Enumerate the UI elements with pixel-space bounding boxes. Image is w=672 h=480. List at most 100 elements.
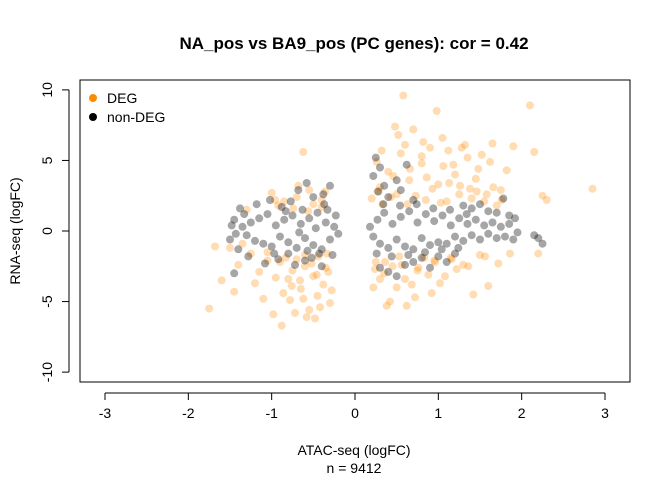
data-point xyxy=(488,139,497,148)
data-point xyxy=(380,181,389,190)
data-point xyxy=(302,313,311,322)
data-point xyxy=(434,252,443,261)
data-point xyxy=(255,214,264,223)
data-point xyxy=(205,304,214,313)
data-point xyxy=(476,200,484,209)
data-point xyxy=(442,239,451,248)
data-point xyxy=(409,196,418,204)
plot-box xyxy=(79,79,631,383)
data-point xyxy=(369,283,378,292)
data-point xyxy=(277,321,286,330)
data-point xyxy=(259,239,268,248)
data-point xyxy=(411,191,420,200)
data-point xyxy=(427,289,436,298)
data-point xyxy=(279,289,288,298)
data-point xyxy=(309,272,318,281)
data-point xyxy=(492,201,501,210)
data-point xyxy=(246,218,255,227)
data-point xyxy=(271,273,280,282)
data-point xyxy=(298,205,307,214)
data-point xyxy=(372,157,381,166)
data-point xyxy=(295,228,304,237)
data-point xyxy=(244,252,253,261)
data-point xyxy=(461,140,469,149)
data-point xyxy=(467,231,476,240)
data-point xyxy=(455,214,464,223)
data-point xyxy=(296,276,304,285)
data-point xyxy=(463,219,472,228)
data-point xyxy=(492,208,501,217)
data-point xyxy=(286,197,295,206)
data-point xyxy=(387,252,396,261)
data-point xyxy=(426,241,434,250)
data-point xyxy=(270,249,279,258)
data-point xyxy=(506,249,514,258)
data-point xyxy=(437,245,446,254)
data-point xyxy=(266,196,274,204)
data-point xyxy=(449,160,458,169)
data-point xyxy=(426,263,434,272)
data-point xyxy=(321,218,330,227)
x-tick-label: -2 xyxy=(182,405,195,421)
data-point xyxy=(401,242,409,251)
data-point xyxy=(399,91,408,100)
data-point xyxy=(406,164,414,173)
data-point xyxy=(481,252,489,261)
data-point xyxy=(376,263,384,272)
x-tick-label: 0 xyxy=(351,405,359,421)
data-point xyxy=(317,196,326,204)
data-point xyxy=(505,219,514,228)
y-tick-label: 10 xyxy=(39,82,55,98)
data-point xyxy=(441,272,449,281)
data-point xyxy=(299,294,308,303)
data-point xyxy=(292,243,301,252)
data-point xyxy=(267,188,276,197)
data-point xyxy=(307,253,316,262)
data-point xyxy=(428,184,437,193)
data-point xyxy=(424,270,433,279)
series-non-deg xyxy=(226,153,547,281)
data-point xyxy=(442,197,451,206)
data-point xyxy=(542,196,551,204)
data-point xyxy=(497,196,506,204)
data-point xyxy=(384,193,393,202)
data-point xyxy=(376,239,384,248)
data-point xyxy=(396,212,405,221)
data-point xyxy=(311,224,320,233)
data-point xyxy=(284,238,293,247)
data-point xyxy=(451,232,459,241)
data-point xyxy=(367,194,376,203)
data-point xyxy=(321,263,330,272)
x-tick-label: 3 xyxy=(601,405,609,421)
data-point xyxy=(446,221,455,230)
data-point xyxy=(305,214,314,223)
data-point xyxy=(211,242,219,251)
data-point xyxy=(401,260,409,269)
data-point xyxy=(320,200,329,209)
data-point xyxy=(392,235,401,244)
data-point xyxy=(401,140,409,149)
data-point xyxy=(255,267,264,276)
data-point xyxy=(331,211,340,220)
data-point xyxy=(288,211,297,220)
data-point xyxy=(394,131,403,139)
x-tick-label: 2 xyxy=(518,405,526,421)
data-point xyxy=(322,249,331,258)
data-point xyxy=(307,259,316,268)
data-point xyxy=(446,205,454,214)
data-point xyxy=(281,207,290,216)
data-point xyxy=(388,219,397,228)
data-point xyxy=(326,299,334,307)
data-point xyxy=(404,251,413,259)
data-point xyxy=(305,186,314,195)
data-point xyxy=(301,256,309,265)
data-point xyxy=(511,214,519,223)
data-point xyxy=(259,294,268,303)
legend-marker xyxy=(89,113,97,121)
data-point xyxy=(230,215,239,224)
data-point xyxy=(397,260,406,269)
data-point xyxy=(380,208,389,217)
data-point xyxy=(271,221,280,230)
x-tick-label: -3 xyxy=(99,405,112,421)
y-axis: -10 -5 0 5 10 xyxy=(39,82,70,382)
